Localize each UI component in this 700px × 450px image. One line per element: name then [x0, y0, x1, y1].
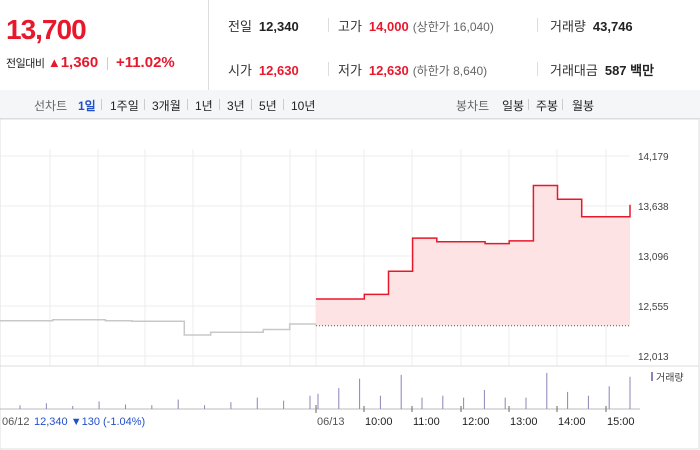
period-tab-3y[interactable]: 3년 — [227, 99, 245, 113]
period-tab-10y[interactable]: 10년 — [291, 99, 316, 113]
tab-divider — [101, 99, 102, 110]
candle-chart-label: 봉차트 — [456, 99, 490, 113]
tab-divider — [219, 99, 220, 110]
stat-amount: 거래대금 587 백만 — [550, 60, 654, 79]
stat-value: 12,340 — [258, 19, 299, 34]
stat-prev-close: 전일 12,340 — [228, 16, 299, 35]
stat-label: 전일 — [228, 19, 252, 34]
x-tick-label: 13:00 — [510, 416, 538, 428]
stat-sub: (상한가 16,040) — [412, 20, 494, 34]
y-tick-label: 13,638 — [638, 202, 669, 213]
stat-high: 고가 14,000 (상한가 16,040) — [338, 16, 494, 35]
stat-label: 고가 — [338, 19, 362, 34]
y-tick-label: 12,013 — [638, 352, 669, 363]
y-tick-label: 12,555 — [638, 302, 669, 313]
x-tick-label: 12:00 — [462, 416, 490, 428]
stat-label: 거래량 — [550, 19, 586, 34]
series-today — [316, 184, 631, 300]
series-prev-day — [0, 319, 317, 336]
tab-divider — [528, 99, 529, 110]
tab-divider — [562, 99, 563, 110]
period-tab-1w[interactable]: 1주일 — [110, 99, 139, 113]
period-tab-1y[interactable]: 1년 — [195, 99, 213, 113]
stat-value: 12,630 — [258, 63, 299, 78]
x-tick-label: 06/12 — [2, 416, 30, 428]
candle-tab-weekly[interactable]: 주봉 — [536, 99, 559, 113]
line-chart-label: 선차트 — [34, 99, 68, 113]
tab-divider — [144, 99, 145, 110]
x-tick-label: 15:00 — [607, 416, 635, 428]
up-arrow-icon: ▲ — [47, 55, 61, 70]
stat-value: 43,746 — [592, 19, 633, 34]
stat-label: 저가 — [338, 63, 362, 78]
change-value: 1,360 — [60, 54, 99, 71]
stat-label: 거래대금 — [550, 63, 598, 78]
y-tick-label: 14,179 — [638, 152, 669, 163]
current-price: 13,700 — [6, 14, 87, 45]
candle-tab-daily[interactable]: 일봉 — [502, 99, 525, 113]
period-tab-5y[interactable]: 5년 — [259, 99, 277, 113]
stat-volume: 거래량 43,746 — [550, 16, 633, 35]
stat-divider — [328, 18, 329, 32]
change-divider — [106, 57, 108, 71]
y-tick-label: 13,096 — [638, 252, 669, 263]
stat-sub: (하한가 8,640) — [412, 64, 488, 78]
quote-header: 13,700 전일대비 ▲1,360 +11.02% 전일 12,340 고가 14… — [0, 0, 700, 91]
period-tab-3m[interactable]: 3개월 — [152, 99, 181, 113]
prev-day-summary: 12,340 ▼130 (-1.04%) — [34, 416, 145, 428]
tab-divider — [251, 99, 252, 110]
stat-label: 시가 — [228, 63, 252, 78]
tab-divider — [187, 99, 188, 110]
period-tab-1d[interactable]: 1일 — [78, 99, 96, 113]
volume-legend-label: 거래량 — [656, 372, 684, 384]
tab-divider — [283, 99, 284, 110]
x-tick-label: 10:00 — [365, 416, 393, 428]
x-tick-label: 14:00 — [558, 416, 586, 428]
chart-toolbar: 선차트 1일 1주일 3개월 1년 3년 5년 10년 봉차트 일봉 주봉 월봉 — [0, 90, 700, 119]
stat-divider — [537, 62, 538, 76]
series-today-area — [316, 185, 630, 326]
stat-open: 시가 12,630 — [228, 60, 299, 79]
price-summary: 13,700 전일대비 ▲1,360 +11.02% — [0, 0, 209, 90]
x-tick-label: 06/13 — [317, 416, 345, 428]
stat-low: 저가 12,630 (하한가 8,640) — [338, 60, 487, 79]
stat-value: 14,000 — [368, 19, 409, 34]
stat-value: 12,630 — [368, 63, 409, 78]
change-percent: +11.02% — [115, 54, 175, 71]
price-chart: 14,179 13,638 13,096 12,555 12,013 거래량 06/12 06… — [0, 119, 700, 450]
stat-divider — [537, 18, 538, 32]
chart-frame — [0, 119, 700, 450]
stat-value: 587 백만 — [604, 63, 655, 78]
price-change: 전일대비 ▲1,360 +11.02% — [6, 54, 175, 71]
x-tick-label: 11:00 — [413, 416, 440, 428]
change-label: 전일대비 — [6, 58, 45, 70]
candle-tab-monthly[interactable]: 월봉 — [572, 99, 595, 113]
volume-legend-swatch — [651, 372, 653, 381]
stat-divider — [328, 62, 329, 76]
